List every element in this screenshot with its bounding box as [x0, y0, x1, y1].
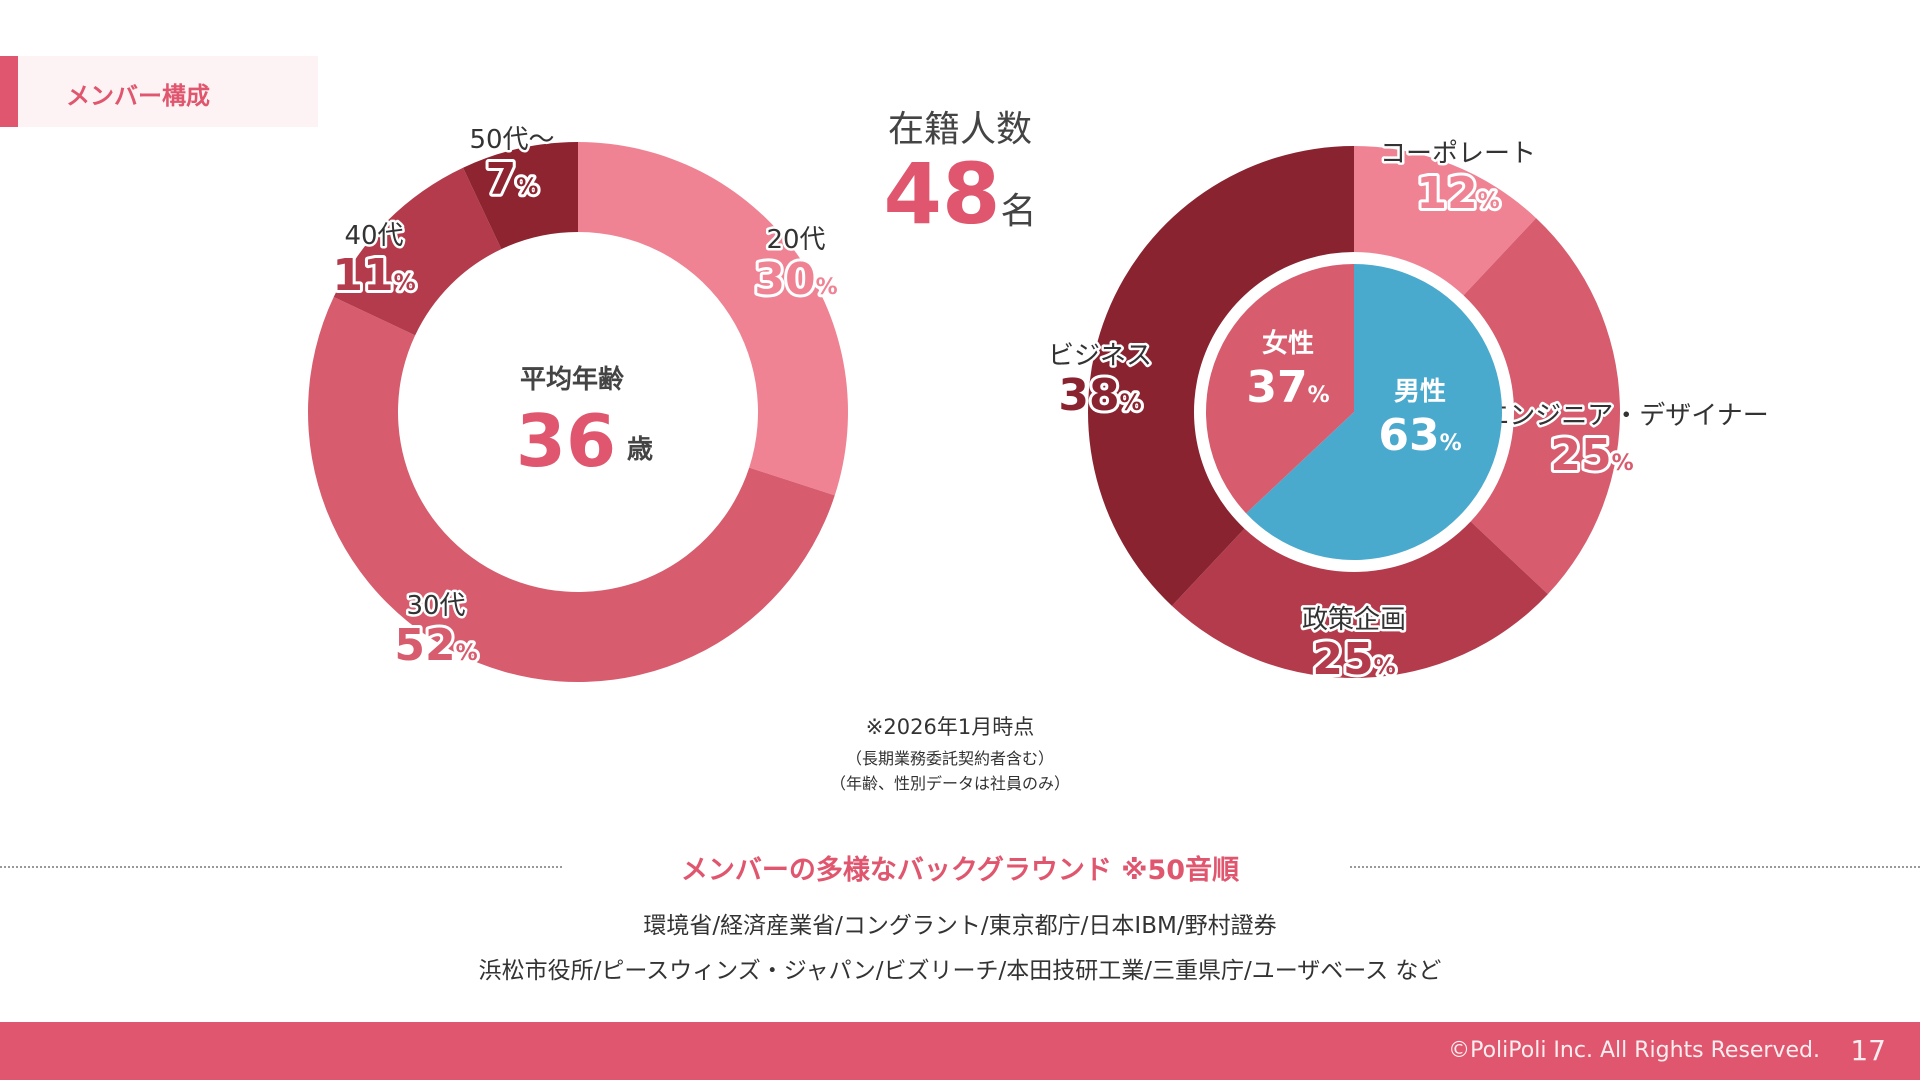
- note-date: ※2026年1月時点: [865, 715, 1035, 739]
- background-list-1: 環境省/経済産業省/コングラント/東京都庁/日本IBM/野村證券: [643, 913, 1277, 939]
- section-title: メンバー構成: [66, 82, 210, 110]
- age-slice-3: [463, 142, 578, 250]
- age-slice-label-0: 20代: [766, 225, 825, 255]
- dept-slice-label-2: 政策企画: [1302, 605, 1406, 635]
- age-slice-value-3: 7%: [486, 154, 539, 205]
- age-center-title: 平均年齢: [520, 364, 625, 395]
- dept-slice-0: [1354, 146, 1537, 296]
- gender-slice-1: [1206, 264, 1354, 514]
- gender-slice-label-1: 女性: [1262, 328, 1314, 359]
- gender-slice-label-0: 男性: [1394, 377, 1446, 407]
- age-slice-label-2: 40代: [344, 221, 403, 251]
- age-slice-value-1: 52%: [394, 620, 477, 671]
- dept-slice-value-3: 38%: [1058, 370, 1141, 421]
- footer-bar: ©PoliPoli Inc. All Rights Reserved. 17: [0, 1022, 1920, 1080]
- age-slice-0: [578, 142, 848, 496]
- note-employees-only: （年齢、性別データは社員のみ）: [829, 774, 1070, 793]
- age-slice-label-1: 30代: [406, 591, 465, 621]
- note-contractors: （長期業務委託契約者含む）: [845, 749, 1054, 768]
- dept-slice-value-0: 12%: [1416, 168, 1499, 219]
- age-center-unit: 歳: [627, 435, 653, 465]
- dept-slice-value-2: 25%: [1312, 634, 1395, 685]
- page-number: 17: [1850, 1034, 1886, 1067]
- age-slice-label-3: 50代～: [469, 125, 554, 155]
- headcount-unit: 名: [1000, 191, 1037, 232]
- dept-slice-value-1: 25%: [1550, 430, 1633, 481]
- age-slice-value-0: 30%: [754, 254, 837, 305]
- gender-slice-value-1: 37%: [1246, 362, 1329, 413]
- section-tag: メンバー構成: [0, 56, 318, 127]
- divider-right: [1350, 866, 1920, 868]
- age-slice-2: [333, 167, 502, 336]
- section-tag-bar: [0, 56, 18, 127]
- age-slice-1: [308, 297, 835, 682]
- headcount-value: 48: [883, 145, 1001, 243]
- headcount-block: 在籍人数 48名: [860, 100, 1060, 236]
- gender-slice-value-0: 63%: [1378, 410, 1461, 461]
- dept-slice-2: [1171, 521, 1548, 678]
- divider-left: [0, 866, 562, 868]
- dept-slice-3: [1088, 146, 1354, 606]
- background-list-2: 浜松市役所/ピースウィンズ・ジャパン/ビズリーチ/本田技研工業/三重県庁/ユーザ…: [478, 958, 1442, 984]
- dept-slice-1: [1463, 218, 1620, 595]
- background-title: メンバーの多様なバックグラウンド ※50音順: [680, 855, 1240, 886]
- dept-slice-label-1: エンジニア・デザイナー: [1483, 401, 1768, 431]
- age-slice-value-2: 11%: [332, 250, 415, 301]
- dept-slice-label-3: ビジネス: [1048, 341, 1152, 371]
- dept-slice-label-0: コーポレート: [1380, 139, 1536, 169]
- age-center-value: 36: [516, 399, 616, 483]
- gender-slice-0: [1246, 264, 1502, 560]
- headcount-label: 在籍人数: [887, 109, 1032, 150]
- copyright: ©PoliPoli Inc. All Rights Reserved.: [1448, 1038, 1820, 1063]
